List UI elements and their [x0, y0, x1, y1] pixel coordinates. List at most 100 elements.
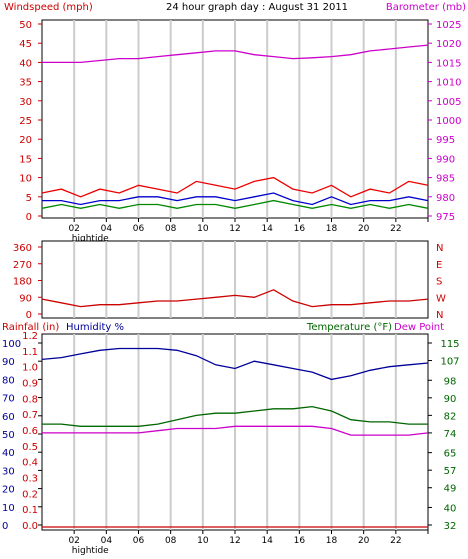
humidity-tick-label: 100 — [2, 339, 21, 350]
compass-tick-label: N — [436, 310, 443, 321]
humidity-tick-label: 90 — [2, 357, 15, 368]
temperature-tick-label: 98 — [444, 376, 457, 387]
rainfall-tick-label: 0.5 — [22, 442, 38, 453]
series-line-panel1 — [41, 176, 429, 198]
series-line-panel1 — [41, 199, 429, 209]
compass-tick-label: N — [436, 243, 443, 254]
windspeed-tick-label: 10 — [19, 174, 32, 185]
temperature-tick-label: 32 — [444, 521, 457, 532]
x-tick-label: 04 — [101, 536, 113, 546]
windspeed-tick-label: 35 — [19, 78, 32, 89]
humidity-tick-label: 20 — [2, 485, 15, 496]
series-line-panel3 — [41, 347, 429, 381]
rainfall-axis-label: Rainfall (in) — [2, 322, 59, 333]
humidity-axis-label: Humidity % — [66, 322, 124, 333]
barometer-tick-label: 1010 — [436, 78, 461, 89]
windspeed-tick-label: 50 — [19, 20, 32, 31]
compass-tick-label: E — [436, 260, 442, 271]
barometer-tick-label: 975 — [436, 212, 455, 223]
barometer-tick-label: 980 — [436, 193, 455, 204]
compass-tick-label: W — [436, 293, 446, 304]
barometer-tick-label: 1000 — [436, 116, 461, 127]
temperature-tick-label: 57 — [444, 466, 457, 477]
temperature-tick-label: 90 — [444, 394, 457, 405]
x-tick-label: 12 — [229, 536, 240, 546]
barometer-tick-label: 1025 — [436, 20, 461, 31]
humidity-tick-label: 80 — [2, 375, 15, 386]
windspeed-tick-label: 40 — [19, 58, 32, 69]
humidity-tick-label: 70 — [2, 394, 15, 405]
x-tick-label: 20 — [358, 536, 370, 546]
temperature-tick-label: 49 — [444, 484, 457, 495]
rainfall-tick-label: 1.1 — [22, 347, 38, 358]
x-tick-label: 16 — [294, 224, 306, 234]
x-tick-label: 18 — [326, 536, 338, 546]
temperature-tick-label: 74 — [444, 429, 457, 440]
barometer-tick-label: 990 — [436, 154, 455, 165]
x-tick-label: 08 — [165, 536, 177, 546]
x-tick-label: 12 — [229, 224, 240, 234]
x-tick-label: 22 — [390, 224, 401, 234]
rainfall-tick-label: 0.8 — [22, 394, 38, 405]
rainfall-tick-label: 1.2 — [22, 331, 38, 342]
x-tick-label: 02 — [68, 536, 79, 546]
humidity-tick-label: 10 — [2, 503, 15, 514]
dewpoint-axis-label: Dew Point — [394, 322, 444, 333]
series-line-panel3 — [42, 405, 428, 427]
barometer-tick-label: 995 — [436, 135, 455, 146]
humidity-tick-label: 30 — [2, 466, 15, 477]
x-tick-label: 16 — [294, 536, 306, 546]
barometer-tick-label: 985 — [436, 174, 455, 185]
compass-tick-label: S — [436, 277, 442, 288]
rainfall-tick-label: 0.1 — [22, 505, 38, 516]
humidity-tick-label: 40 — [2, 448, 15, 459]
chart-title: 24 hour graph day : August 31 2011 — [166, 2, 348, 13]
direction-tick-label: 90 — [19, 293, 32, 304]
direction-tick-label: 0 — [26, 310, 32, 321]
temperature-tick-label: 65 — [444, 449, 457, 460]
x-tick-label: 06 — [133, 536, 145, 546]
x-tick-label: 10 — [197, 536, 209, 546]
windspeed-tick-label: 0 — [26, 212, 32, 223]
windspeed-tick-label: 5 — [26, 193, 32, 204]
temperature-tick-label: 40 — [444, 503, 457, 514]
windspeed-tick-label: 15 — [19, 154, 32, 165]
windspeed-tick-label: 30 — [19, 97, 32, 108]
temperature-tick-label: 82 — [444, 411, 457, 422]
direction-tick-label: 270 — [13, 260, 32, 271]
x-tick-label: 14 — [261, 224, 273, 234]
rainfall-tick-label: 0.6 — [22, 426, 38, 437]
rainfall-tick-label: 0.2 — [22, 489, 38, 500]
x-tick-label: 02 — [68, 224, 79, 234]
direction-tick-label: 180 — [13, 277, 32, 288]
humidity-tick-label: 0 — [2, 521, 8, 532]
rainfall-tick-label: 0.3 — [22, 474, 38, 485]
temperature-axis-label: Temperature (°F) — [306, 322, 392, 333]
x-tick-label: 14 — [261, 536, 273, 546]
windspeed-tick-label: 20 — [19, 135, 32, 146]
x-tick-label: 10 — [197, 224, 209, 234]
barometer-tick-label: 1015 — [436, 58, 461, 69]
direction-tick-label: 360 — [13, 243, 32, 254]
x-tick-label: 18 — [326, 224, 338, 234]
barometer-axis-label: Barometer (mb) — [386, 2, 466, 13]
rainfall-tick-label: 1.0 — [22, 363, 38, 374]
rainfall-tick-label: 0.4 — [22, 458, 38, 469]
windspeed-tick-label: 45 — [19, 39, 32, 50]
series-line-panel1 — [42, 44, 429, 64]
x-axis-note: hightide — [72, 546, 109, 556]
humidity-tick-label: 50 — [2, 430, 15, 441]
rainfall-tick-label: 0.7 — [22, 410, 38, 421]
barometer-tick-label: 1005 — [436, 97, 461, 108]
x-tick-label: 08 — [165, 224, 177, 234]
temperature-tick-label: 107 — [440, 357, 459, 368]
x-tick-label: 20 — [358, 224, 370, 234]
barometer-tick-label: 1020 — [436, 39, 461, 50]
x-tick-label: 04 — [101, 224, 113, 234]
humidity-tick-label: 60 — [2, 412, 15, 423]
rainfall-tick-label: 0.0 — [22, 521, 38, 532]
x-tick-label: 06 — [133, 224, 145, 234]
x-axis-note: hightide — [72, 234, 109, 244]
